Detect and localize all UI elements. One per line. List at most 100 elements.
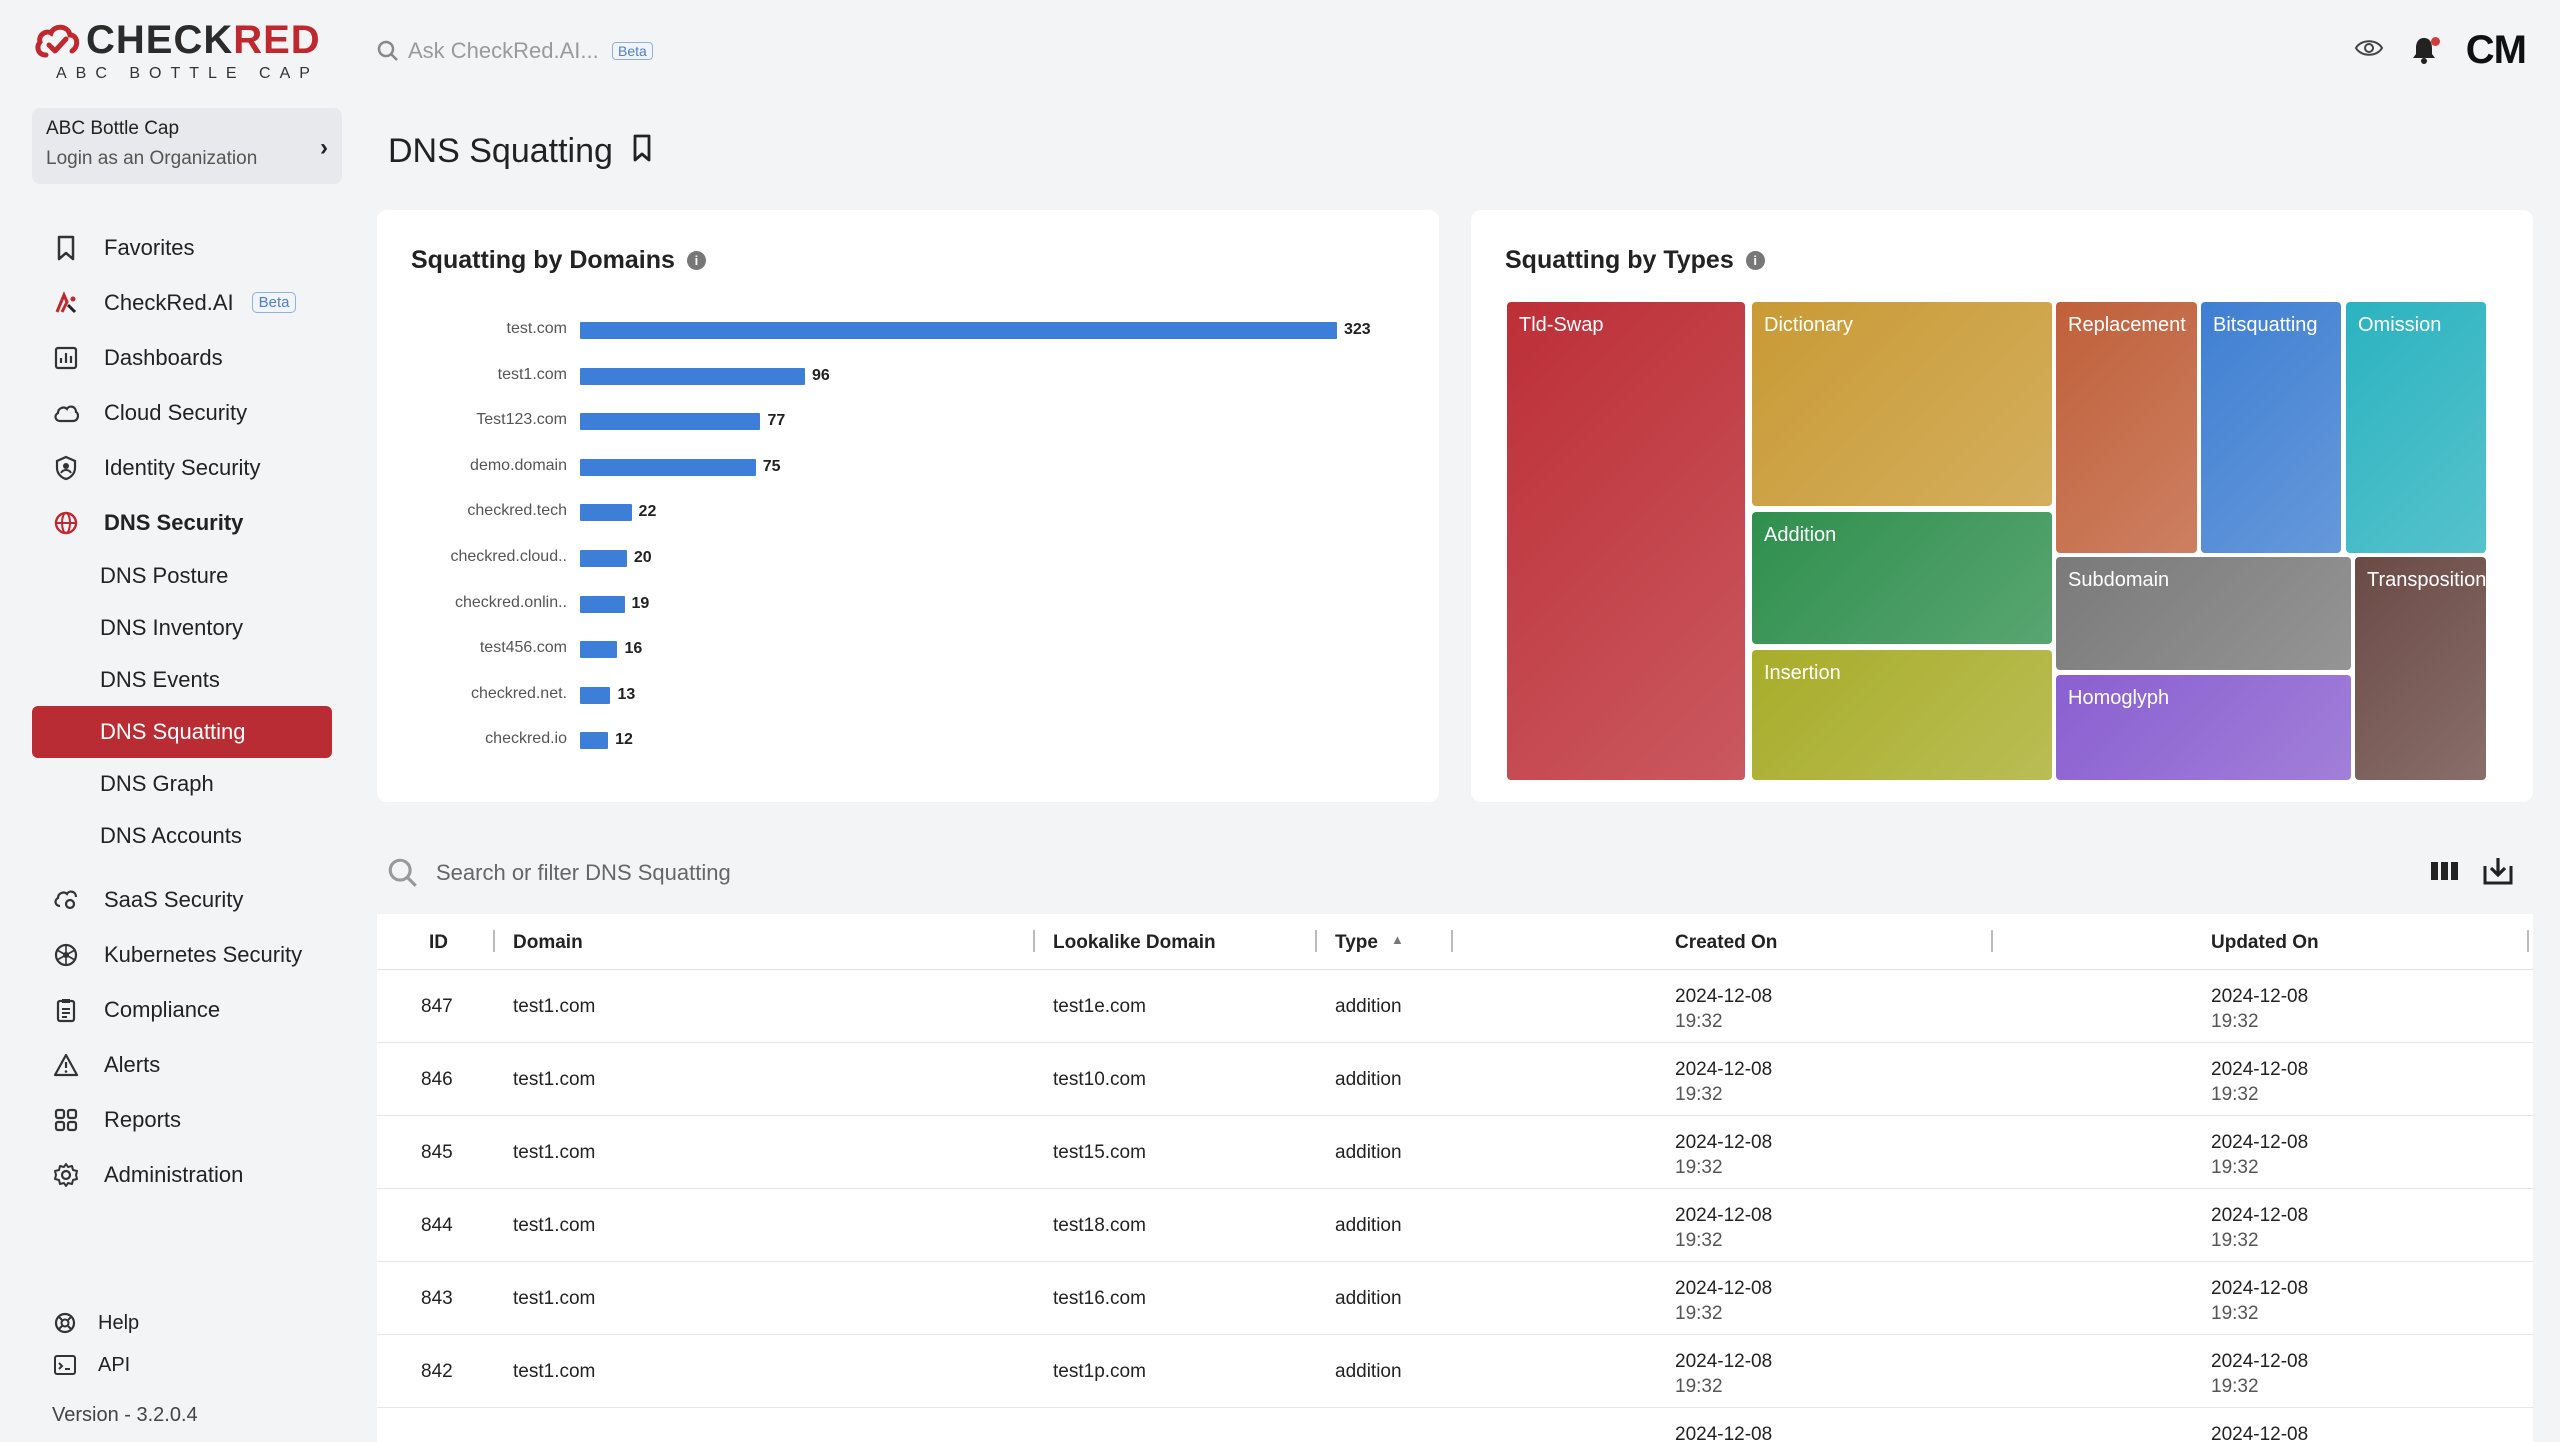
table-row[interactable]: 2024-12-08 2024-12-08 [377, 1408, 2533, 1442]
kubernetes-icon [52, 941, 80, 969]
sidebar-item-saas-security[interactable]: SaaS Security [32, 872, 332, 927]
columns-icon[interactable] [2430, 860, 2460, 887]
cloud-logo-icon [35, 24, 80, 57]
bookmark-icon[interactable] [631, 132, 653, 171]
bar[interactable] [580, 686, 611, 704]
sidebar-item-label: Compliance [104, 996, 221, 1022]
sidebar-item-compliance[interactable]: Compliance [32, 982, 332, 1037]
bar[interactable] [580, 367, 805, 385]
sidebar-item-alerts[interactable]: Alerts [32, 1037, 332, 1092]
table-row[interactable]: 843 test1.com test16.com addition 2024-12-08… [377, 1262, 2533, 1335]
ai-search-input[interactable] [408, 38, 608, 64]
column-divider[interactable] [1033, 930, 1035, 952]
bar[interactable] [580, 641, 618, 659]
sidebar-item-label: Kubernetes Security [104, 941, 303, 967]
help-link[interactable]: Help [52, 1302, 139, 1344]
info-icon[interactable]: i [1745, 251, 1765, 270]
ai-search[interactable]: Beta [376, 38, 653, 64]
info-icon[interactable]: i [686, 251, 706, 270]
bar[interactable] [580, 458, 756, 476]
sidebar-item-dns-security[interactable]: DNS Security [32, 495, 332, 550]
updated-time: 19:32 [2211, 1376, 2259, 1397]
treemap-tile-insertion[interactable]: Insertion [1752, 650, 2052, 780]
bar-row: Test123.com 77 [377, 399, 1439, 445]
table-search-input[interactable] [436, 860, 936, 886]
treemap-tile-dictionary[interactable]: Dictionary [1752, 302, 2052, 506]
sidebar-item-label: Administration [104, 1161, 244, 1187]
sidebar-item-label: CheckRed.AI [104, 289, 234, 315]
cell-id: 844 [421, 1215, 453, 1236]
treemap-tile-label: Addition [1764, 524, 1837, 546]
table-row[interactable]: 846 test1.com test10.com addition 2024-12-08… [377, 1043, 2533, 1116]
eye-icon[interactable] [2354, 37, 2384, 64]
org-switcher[interactable]: ABC Bottle Cap Login as an Organization … [32, 108, 342, 184]
card-title: Squatting by Domains i [411, 246, 706, 275]
sidebar-subitem-dns-squatting[interactable]: DNS Squatting [32, 706, 332, 758]
sidebar-item-label: SaaS Security [104, 886, 244, 912]
table-row[interactable]: 845 test1.com test15.com addition 2024-12-08… [377, 1116, 2533, 1189]
sidebar-item-dashboards[interactable]: Dashboards [32, 330, 332, 385]
treemap-tile-bitsquatting[interactable]: Bitsquatting [2201, 302, 2341, 553]
table-row[interactable]: 844 test1.com test18.com addition 2024-12-08… [377, 1189, 2533, 1262]
bar[interactable] [580, 322, 1337, 339]
column-divider[interactable] [2527, 930, 2529, 952]
table-toolbar [2430, 856, 2514, 891]
column-divider[interactable] [1315, 930, 1317, 952]
sidebar-subitem-dns-posture[interactable]: DNS Posture [100, 563, 229, 588]
column-header-created-on[interactable]: Created On [1675, 932, 1778, 953]
bar[interactable] [580, 732, 609, 750]
treemap-tile-tld-swap[interactable]: Tld-Swap [1507, 302, 1745, 780]
sidebar-item-identity-security[interactable]: Identity Security [32, 440, 332, 495]
column-header-domain[interactable]: Domain [513, 932, 583, 953]
sidebar-item-kubernetes-security[interactable]: Kubernetes Security [32, 927, 332, 982]
table-search[interactable] [386, 856, 936, 890]
column-divider[interactable] [1451, 930, 1453, 952]
bar[interactable] [580, 550, 627, 567]
treemap-tile-subdomain[interactable]: Subdomain [2056, 557, 2351, 670]
sidebar-subitem-dns-graph[interactable]: DNS Graph [100, 771, 214, 796]
column-header-updated-on[interactable]: Updated On [2211, 932, 2319, 953]
sidebar-item-administration[interactable]: Administration [32, 1147, 332, 1202]
sidebar-footer: Help API [52, 1302, 139, 1386]
treemap-tile-omission[interactable]: Omission [2346, 302, 2486, 553]
sidebar-item-checkred-ai[interactable]: CheckRed.AI Beta [32, 275, 332, 330]
version-label: Version - 3.2.0.4 [52, 1404, 198, 1426]
cloud-gear-icon [52, 886, 80, 914]
grid-icon [52, 1106, 80, 1134]
sidebar-subitem-dns-events[interactable]: DNS Events [100, 667, 220, 692]
brand-logo[interactable]: CHECKRED ABC BOTTLE CAP [34, 18, 321, 83]
table-row[interactable]: 847 test1.com test1e.com addition 2024-12-08… [377, 970, 2533, 1043]
sidebar-subitem-dns-accounts[interactable]: DNS Accounts [100, 823, 242, 848]
cell-updated-on: 2024-12-08 19:32 [2211, 984, 2308, 1034]
download-icon[interactable] [2482, 856, 2514, 891]
treemap-tile-transposition[interactable]: Transposition [2355, 557, 2486, 780]
column-header-id[interactable]: ID [429, 932, 448, 953]
bar-value-label: 12 [615, 731, 633, 749]
bar-value-label: 75 [762, 457, 781, 475]
sidebar-item-favorites[interactable]: Favorites [32, 220, 332, 275]
avatar[interactable]: CM [2465, 28, 2527, 72]
sidebar-item-cloud-security[interactable]: Cloud Security [32, 385, 332, 440]
created-date: 2024-12-08 [1675, 1205, 1773, 1226]
treemap-tile-homoglyph[interactable]: Homoglyph [2056, 675, 2351, 780]
treemap-tile-addition[interactable]: Addition [1752, 512, 2052, 644]
bar[interactable] [580, 413, 761, 431]
cell-id: 845 [421, 1142, 453, 1163]
created-time: 19:32 [1675, 1011, 1723, 1032]
bar[interactable] [580, 504, 632, 522]
api-link[interactable]: API [52, 1344, 139, 1386]
table-row[interactable]: 842 test1.com test1p.com addition 2024-12-08… [377, 1335, 2533, 1408]
cell-lookalike-domain: test10.com [1053, 1069, 1146, 1090]
cell-updated-on: 2024-12-08 19:32 [2211, 1349, 2308, 1399]
sort-asc-icon[interactable]: ▲ [1391, 932, 1404, 947]
column-header-lookalike-domain[interactable]: Lookalike Domain [1053, 932, 1216, 953]
sidebar-item-reports[interactable]: Reports [32, 1092, 332, 1147]
notifications-bell-icon[interactable] [2410, 35, 2440, 67]
treemap-tile-replacement[interactable]: Replacement [2056, 302, 2197, 553]
shield-icon [52, 454, 80, 482]
column-divider[interactable] [1991, 930, 1993, 952]
sidebar-subitem-dns-inventory[interactable]: DNS Inventory [100, 615, 244, 640]
column-divider[interactable] [493, 930, 495, 952]
column-header-type[interactable]: Type [1335, 932, 1378, 953]
bar[interactable] [580, 595, 625, 613]
